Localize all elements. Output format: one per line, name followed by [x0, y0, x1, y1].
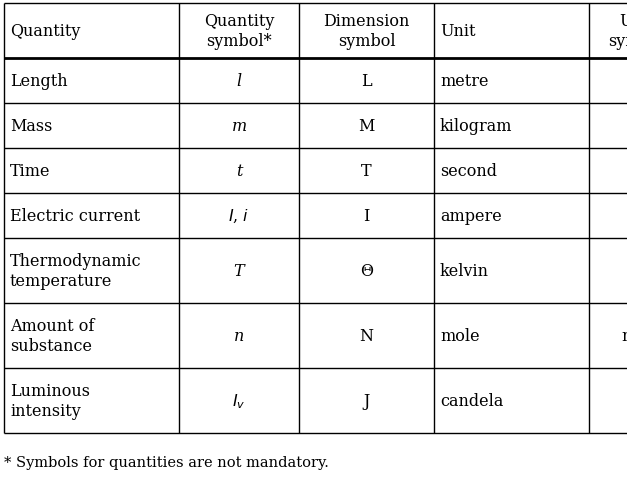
Text: Amount of
substance: Amount of substance: [10, 318, 95, 354]
Text: Dimension
symbol: Dimension symbol: [324, 13, 409, 50]
Text: $\mathit{I}$, $\mathit{i}$: $\mathit{I}$, $\mathit{i}$: [228, 207, 250, 224]
Text: t: t: [236, 163, 242, 180]
Text: L: L: [361, 73, 372, 90]
Text: Luminous
intensity: Luminous intensity: [10, 383, 90, 419]
Text: Time: Time: [10, 163, 51, 180]
Text: Quantity: Quantity: [10, 23, 80, 40]
Text: Θ: Θ: [360, 263, 373, 280]
Text: Unit: Unit: [440, 23, 475, 40]
Text: Thermodynamic
temperature: Thermodynamic temperature: [10, 253, 142, 289]
Text: T: T: [234, 263, 245, 280]
Text: * Symbols for quantities are not mandatory.: * Symbols for quantities are not mandato…: [4, 455, 329, 469]
Text: Electric current: Electric current: [10, 207, 140, 224]
Text: candela: candela: [440, 392, 503, 409]
Text: kilogram: kilogram: [440, 118, 512, 135]
Text: M: M: [358, 118, 375, 135]
Text: mole: mole: [440, 327, 480, 345]
Text: $\mathit{I}_{v}$: $\mathit{I}_{v}$: [232, 391, 246, 410]
Text: ampere: ampere: [440, 207, 502, 224]
Text: Length: Length: [10, 73, 68, 90]
Text: Quantity
symbol*: Quantity symbol*: [204, 13, 274, 50]
Text: Mass: Mass: [10, 118, 53, 135]
Text: l: l: [236, 73, 241, 90]
Text: n: n: [234, 327, 244, 345]
Text: second: second: [440, 163, 497, 180]
Text: I: I: [363, 207, 370, 224]
Text: m: m: [231, 118, 246, 135]
Text: metre: metre: [440, 73, 488, 90]
Text: mol: mol: [621, 327, 627, 345]
Text: Unit
symbol: Unit symbol: [608, 13, 627, 50]
Text: N: N: [359, 327, 374, 345]
Text: T: T: [361, 163, 372, 180]
Text: kelvin: kelvin: [440, 263, 489, 280]
Text: J: J: [363, 392, 370, 409]
